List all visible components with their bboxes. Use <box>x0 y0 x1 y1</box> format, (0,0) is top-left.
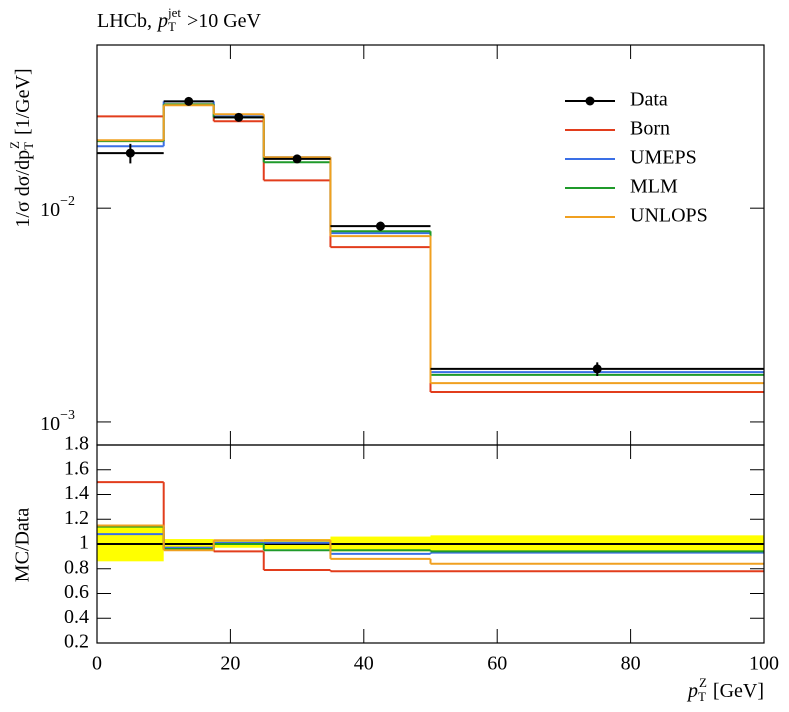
data-point <box>592 364 602 374</box>
title-symbol: p <box>156 10 168 32</box>
y-tick-label: 1 <box>79 532 89 554</box>
ylabel-unit: [1/GeV] <box>12 68 34 135</box>
xlabel-sup: Z <box>699 675 707 690</box>
y-tick-base: 10 <box>40 199 60 221</box>
y-tick-label: 0.2 <box>64 631 89 653</box>
data-point <box>375 221 385 231</box>
legend-marker <box>585 96 595 106</box>
title-prefix: LHCb, <box>97 10 152 32</box>
title-suffix: >10 GeV <box>187 10 262 32</box>
y-axis-label: 1/σ dσ/dpTZ [1/GeV] <box>7 68 36 227</box>
x-tick-label: 40 <box>354 653 374 675</box>
x-tick-label: 20 <box>220 653 240 675</box>
xlabel-symbol: p <box>686 680 698 702</box>
x-tick-label: 80 <box>621 653 641 675</box>
y-tick-exponent: −3 <box>60 408 75 423</box>
chart-title: LHCb, pTjet >10 GeV <box>97 5 262 34</box>
y-tick-label: 0.6 <box>64 581 89 603</box>
y-tick-label: 10−3 <box>40 408 75 434</box>
ratio-y-axis-label: MC/Data <box>12 508 34 583</box>
ylabel-sub: T <box>21 142 36 150</box>
x-tick-label: 0 <box>92 653 102 675</box>
ylabel-sup: Z <box>7 141 22 149</box>
y-tick-label: 1.8 <box>64 433 89 455</box>
y-tick-base: 10 <box>40 413 60 435</box>
y-tick-label: 1.4 <box>64 482 89 504</box>
xlabel-sub: T <box>698 689 706 704</box>
y-tick-label: 10−2 <box>40 194 75 220</box>
xlabel-unit: [GeV] <box>713 680 764 702</box>
ylabel-main: 1/σ dσ/dp <box>12 150 34 228</box>
title-sup: jet <box>167 5 181 20</box>
x-axis-label: pTZ [GeV] <box>686 675 764 704</box>
legend-label: Born <box>630 118 670 140</box>
legend-label: UMEPS <box>630 147 697 169</box>
x-tick-label: 60 <box>487 653 507 675</box>
data-point <box>292 154 302 164</box>
legend-label: UNLOPS <box>630 205 708 227</box>
data-point <box>234 112 244 122</box>
y-tick-label: 0.8 <box>64 556 89 578</box>
y-tick-exponent: −2 <box>60 194 75 209</box>
x-tick-label: 100 <box>749 653 779 675</box>
data-point <box>184 96 194 106</box>
y-tick-label: 1.2 <box>64 507 89 529</box>
legend-label: MLM <box>630 176 678 198</box>
data-point <box>125 148 135 158</box>
title-sub: T <box>168 19 176 34</box>
y-tick-label: 0.4 <box>64 606 89 628</box>
legend-label: Data <box>630 89 668 111</box>
y-tick-label: 1.6 <box>64 457 89 479</box>
